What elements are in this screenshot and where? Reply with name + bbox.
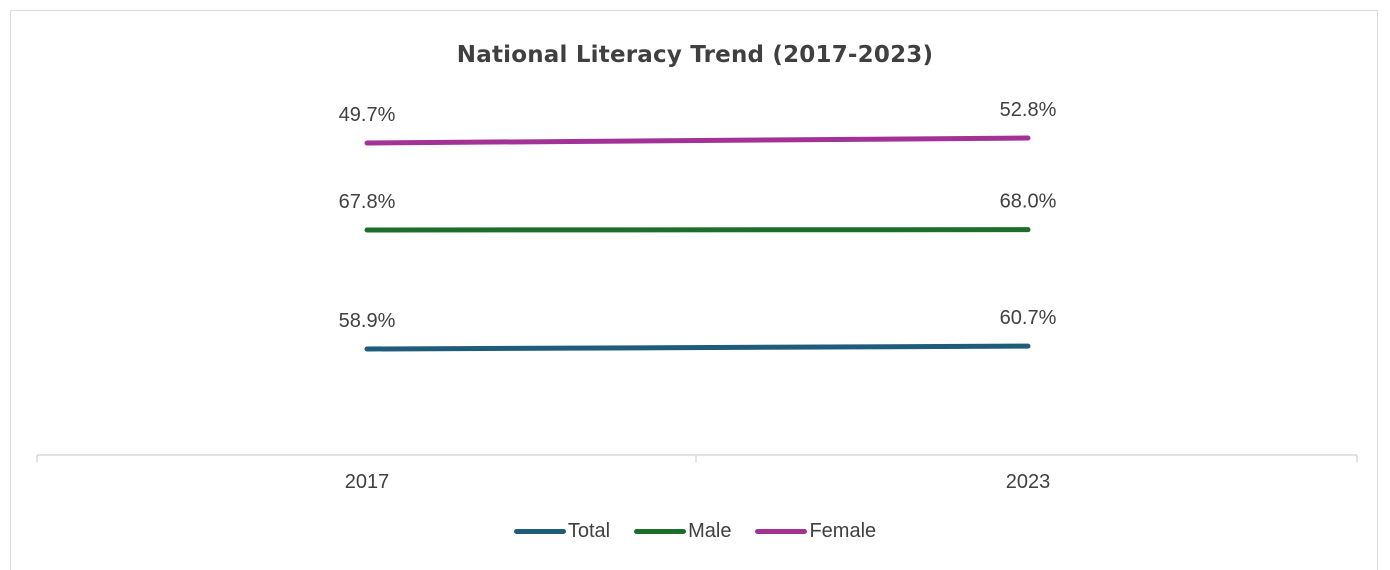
data-label-total-2017: 58.9%	[339, 310, 396, 332]
series-line-female	[367, 138, 1028, 143]
series-line-total	[367, 346, 1028, 349]
legend-swatch	[755, 529, 807, 534]
legend-item-male: Male	[634, 520, 731, 543]
legend-item-total: Total	[514, 520, 610, 543]
data-label-female-2023: 52.8%	[1000, 99, 1057, 121]
x-tick-label: 2023	[1006, 471, 1051, 493]
legend-item-female: Female	[755, 520, 876, 543]
data-label-total-2023: 60.7%	[1000, 307, 1057, 329]
data-label-male-2017: 67.8%	[339, 191, 396, 213]
legend-label: Male	[688, 520, 731, 543]
legend-label: Female	[809, 520, 876, 543]
legend-label: Total	[568, 520, 610, 543]
x-tick-label: 2017	[345, 471, 390, 493]
data-label-female-2017: 49.7%	[339, 104, 396, 126]
legend-swatch	[514, 529, 566, 534]
legend: Total Male Female	[0, 520, 1390, 543]
data-label-male-2023: 68.0%	[1000, 191, 1057, 213]
legend-swatch	[634, 529, 686, 534]
